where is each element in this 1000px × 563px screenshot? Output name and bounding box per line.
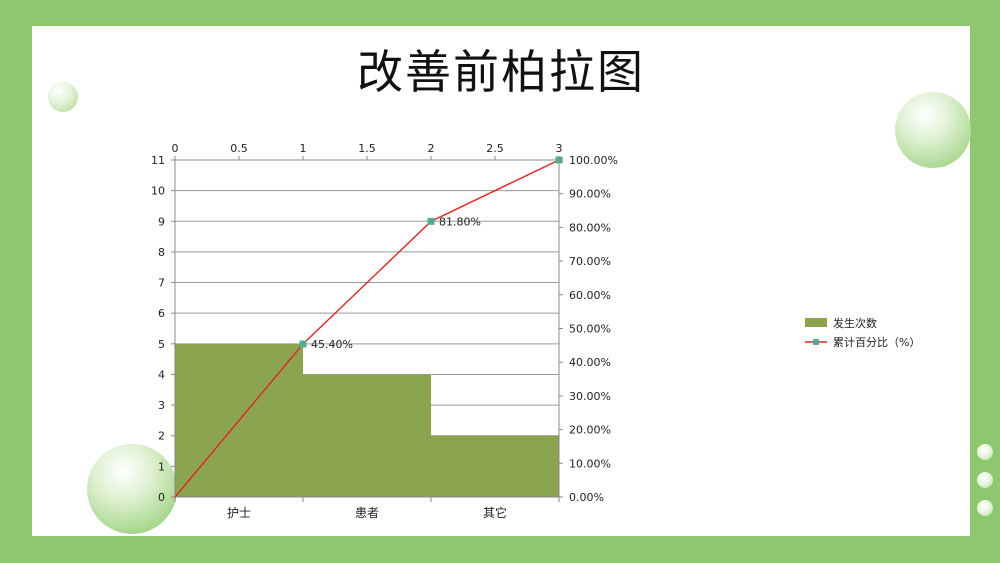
y-left-tick-label: 8 bbox=[158, 246, 165, 259]
decorative-circle bbox=[48, 82, 78, 112]
y-left-tick-label: 5 bbox=[158, 338, 165, 351]
y-left-tick-label: 4 bbox=[158, 368, 165, 381]
legend-line-marker bbox=[813, 339, 819, 345]
data-label: 81.80% bbox=[439, 215, 481, 228]
x-top-tick-label: 2 bbox=[428, 142, 435, 155]
y-right-tick-label: 70.00% bbox=[569, 255, 611, 268]
y-right-tick-label: 40.00% bbox=[569, 356, 611, 369]
y-left-tick-label: 7 bbox=[158, 277, 165, 290]
x-top-tick-label: 2.5 bbox=[486, 142, 504, 155]
page-title: 改善前柏拉图 bbox=[357, 45, 645, 99]
y-right-tick-label: 100.00% bbox=[569, 154, 618, 167]
x-category-label: 护士 bbox=[227, 506, 251, 520]
y-right-tick-label: 0.00% bbox=[569, 491, 604, 504]
y-right-tick-label: 50.00% bbox=[569, 323, 611, 336]
y-right-tick-label: 90.00% bbox=[569, 188, 611, 201]
y-left-tick-label: 6 bbox=[158, 307, 165, 320]
cumulative-line bbox=[174, 159, 560, 498]
y-right-tick-label: 60.00% bbox=[569, 289, 611, 302]
y-left-tick-label: 3 bbox=[158, 399, 165, 412]
y-right-tick-label: 20.00% bbox=[569, 424, 611, 437]
x-top-tick-label: 3 bbox=[556, 142, 563, 155]
decorative-dot bbox=[977, 444, 993, 460]
x-top-tick-label: 1.5 bbox=[358, 142, 376, 155]
decorative-dot bbox=[977, 500, 993, 516]
y-left-tick-label: 2 bbox=[158, 430, 165, 443]
cumulative-point bbox=[299, 340, 307, 348]
y-right-tick-label: 10.00% bbox=[569, 457, 611, 470]
y-left-tick-label: 1 bbox=[158, 460, 165, 473]
x-top-tick-label: 0.5 bbox=[230, 142, 248, 155]
bar-2 bbox=[303, 374, 431, 497]
legend-bar-label: 发生次数 bbox=[833, 316, 877, 330]
data-label: 45.40% bbox=[311, 338, 353, 351]
y-right-tick-label: 30.00% bbox=[569, 390, 611, 403]
bar-3 bbox=[431, 435, 559, 497]
x-category-label: 其它 bbox=[483, 505, 507, 520]
y-left-tick-label: 0 bbox=[158, 491, 165, 504]
decorative-circle bbox=[87, 444, 177, 534]
decorative-circle bbox=[895, 92, 971, 168]
y-left-tick-label: 10 bbox=[151, 185, 165, 198]
y-right-tick-label: 80.00% bbox=[569, 221, 611, 234]
y-left-tick-label: 11 bbox=[151, 154, 165, 167]
cumulative-point bbox=[427, 217, 435, 225]
x-top-tick-label: 0 bbox=[172, 142, 179, 155]
y-left-tick-label: 9 bbox=[158, 215, 165, 228]
x-category-label: 患者 bbox=[355, 506, 379, 520]
legend-bar-swatch bbox=[805, 318, 827, 327]
decorative-dot bbox=[977, 472, 993, 488]
x-top-tick-label: 1 bbox=[300, 142, 307, 155]
cumulative-point bbox=[555, 156, 563, 164]
legend-line-label: 累计百分比（%） bbox=[833, 336, 920, 349]
